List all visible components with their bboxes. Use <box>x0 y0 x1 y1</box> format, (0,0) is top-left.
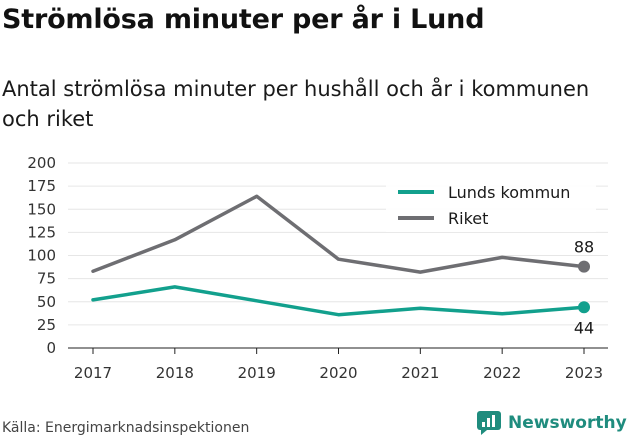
y-tick-label: 150 <box>27 200 56 218</box>
axes: 0 25 50 75 100 125 150 175 200 2017 2018 2019 2020 20… <box>27 154 608 382</box>
series-line <box>91 194 586 274</box>
grid-lines <box>68 162 608 326</box>
chart-title: Strömlösa minuter per år i Lund <box>2 4 485 35</box>
end-value-label: 88 <box>574 238 594 257</box>
series-lines <box>91 194 590 317</box>
source-note: Källa: Energimarknadsinspektionen <box>2 420 250 436</box>
x-tick-label: 2023 <box>565 364 603 382</box>
brand-name: Newsworthy <box>508 413 627 433</box>
y-tick-label: 50 <box>37 293 56 311</box>
y-tick-label: 75 <box>37 270 56 288</box>
data-labels: 88 44 <box>574 238 594 338</box>
line-chart: 0 25 50 75 100 125 150 175 200 2017 2018 2019 2020 20… <box>27 154 608 382</box>
legend: Lunds kommun Riket <box>386 176 596 232</box>
x-tick-label: 2021 <box>401 364 439 382</box>
end-point-marker <box>578 301 590 314</box>
y-tick-label: 125 <box>27 223 56 241</box>
y-tick-label: 100 <box>27 247 56 265</box>
series-line <box>91 285 586 317</box>
y-tick-label: 200 <box>27 154 56 172</box>
y-tick-label: 175 <box>27 177 56 195</box>
x-tick-label: 2017 <box>74 364 112 382</box>
legend-box <box>386 176 596 232</box>
legend-label: Lunds kommun <box>448 183 570 202</box>
x-tick-label: 2022 <box>483 364 521 382</box>
chart-subtitle: Antal strömlösa minuter per hushåll och … <box>2 77 590 131</box>
y-tick-label: 25 <box>37 316 56 334</box>
newsworthy-brand[interactable]: Newsworthy <box>476 408 627 438</box>
end-point-marker <box>578 260 590 273</box>
x-tick-label: 2018 <box>156 364 194 382</box>
end-value-label: 44 <box>574 318 594 337</box>
y-tick-label: 0 <box>46 339 56 357</box>
newsworthy-logo-icon <box>477 411 501 435</box>
legend-label: Riket <box>448 209 488 228</box>
x-tick-label: 2019 <box>238 364 276 382</box>
x-tick-label: 2020 <box>319 364 357 382</box>
